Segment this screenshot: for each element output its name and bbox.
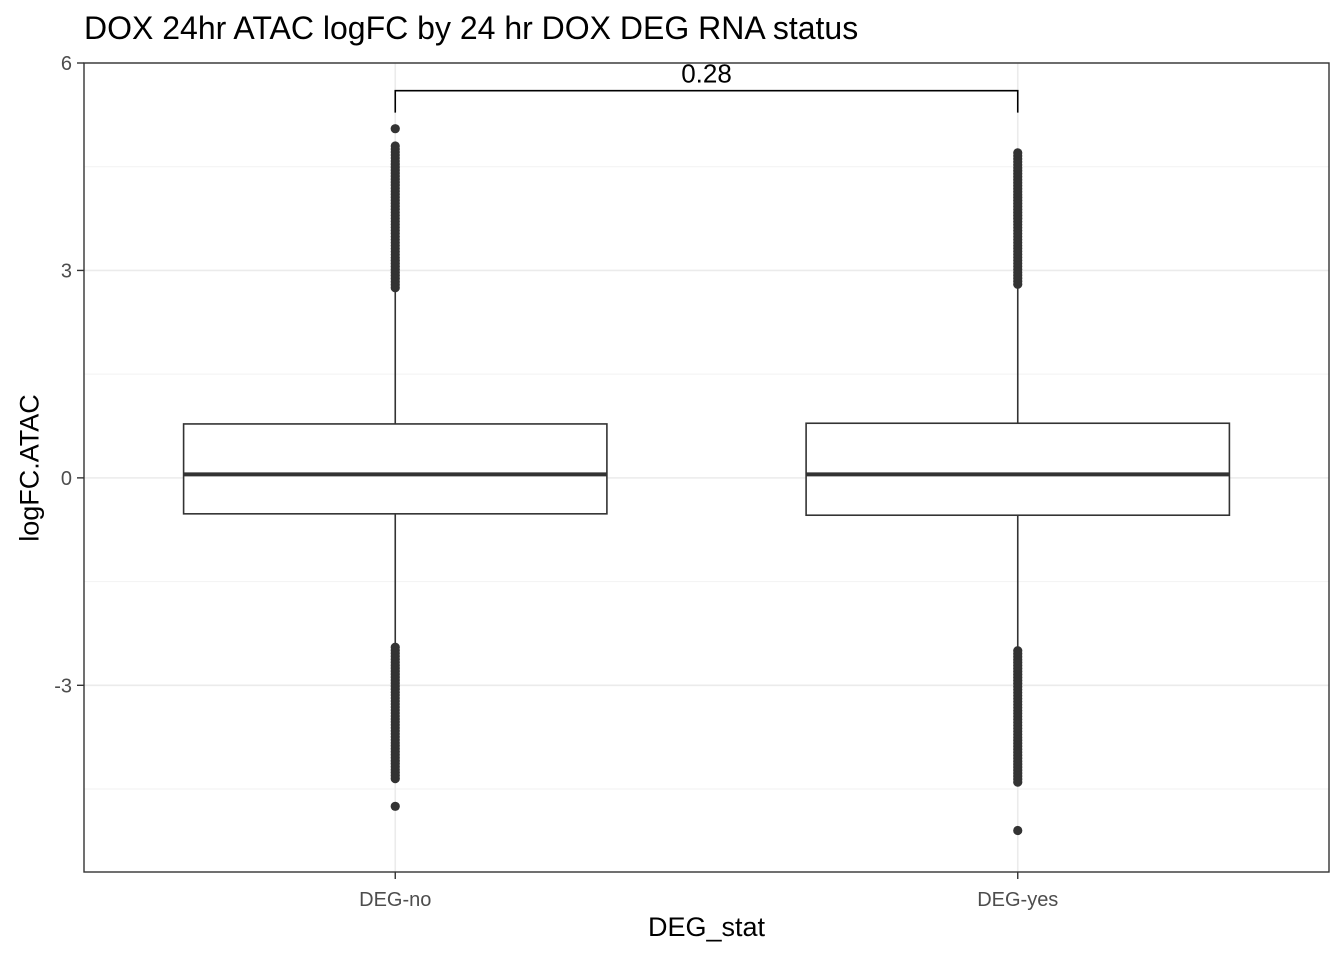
box-layer bbox=[182, 124, 1231, 836]
box-deg-yes bbox=[805, 148, 1231, 836]
iqr-box bbox=[805, 422, 1231, 517]
axis-layer: -3 0 3 6 DEG-no DEG-yes bbox=[54, 53, 1058, 911]
x-tick-label: DEG-no bbox=[359, 889, 431, 911]
iqr-box bbox=[182, 423, 608, 515]
outlier-point bbox=[390, 124, 400, 134]
y-tick-label: 0 bbox=[61, 468, 72, 490]
bracket-line bbox=[394, 89, 1019, 113]
panel-border bbox=[83, 62, 1330, 873]
outlier-point bbox=[1013, 825, 1023, 836]
x-axis-title: DEG_stat bbox=[647, 912, 766, 942]
outlier-point bbox=[1013, 646, 1023, 656]
outlier-point bbox=[390, 801, 400, 811]
outlier-points bbox=[390, 124, 400, 811]
significance-bracket: 0.28 bbox=[394, 59, 1019, 113]
outlier-point bbox=[390, 141, 400, 151]
annotation-layer: 0.28 bbox=[394, 59, 1019, 113]
chart-title: DOX 24hr ATAC logFC by 24 hr DOX DEG RNA… bbox=[84, 10, 859, 46]
y-tick-label: -3 bbox=[54, 675, 72, 697]
box-deg-no bbox=[182, 124, 608, 811]
outlier-point bbox=[390, 642, 400, 652]
outlier-point bbox=[1013, 148, 1023, 158]
outlier-points bbox=[1013, 148, 1023, 836]
y-tick-label: 3 bbox=[61, 260, 72, 282]
y-tick-label: 6 bbox=[61, 53, 72, 75]
y-axis-title: logFC.ATAC bbox=[14, 394, 45, 542]
x-tick-label: DEG-yes bbox=[977, 889, 1058, 911]
